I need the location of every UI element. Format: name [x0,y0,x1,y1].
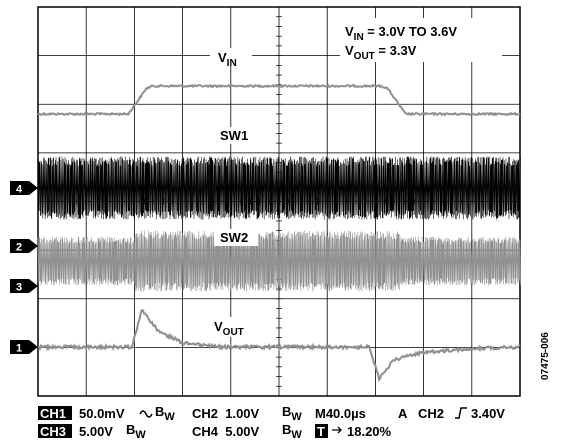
trace-path-sw1 [37,156,521,220]
readout-row1: CH1 50.0mV BW CH2 1.00V BW M40.0µs A CH2… [38,404,505,423]
ch4-bw-sub: W [291,429,302,441]
ch4-setting: CH4 5.00V [192,424,260,439]
channel-markers: 4 2 3 1 [10,181,38,355]
ch2-bw: B [282,404,291,419]
rising-edge-icon [455,407,467,419]
ch1-setting: 50.0mV [79,406,125,421]
trace-vin [37,83,521,117]
condition-annotation-line2: VOUT = 3.3V [345,43,417,62]
sw1-trace-label: SW1 [220,128,248,143]
trace-vout [37,308,521,382]
svg-text:BW: BW [155,404,175,423]
ch3-box [38,424,72,438]
sw2-label-bg [214,229,258,246]
trigger-mode: A [398,406,408,421]
trace-sw2 [37,230,521,292]
ac-coupling-icon [139,410,153,418]
svg-text:2: 2 [16,242,22,254]
scope-traces [37,48,521,382]
channel-marker-2: 2 [10,239,38,254]
trigger-level: 3.40V [471,406,505,421]
svg-text:BW: BW [282,422,302,441]
figure-id: 07475-006 [540,332,551,380]
channel-marker-3: 3 [10,279,38,294]
ch3-setting: 5.00V [79,424,113,439]
ch3-bw: B [126,422,135,437]
svg-text:3: 3 [16,282,22,294]
trigger-position: 18.20% [347,424,392,439]
ch3-bw-sub: W [135,429,146,441]
ch4-bw: B [282,422,291,437]
condition-annotation-bg [340,18,502,62]
arrow-right-icon [332,426,342,434]
readout-row2: CH3 5.00V BW CH4 5.00V BW T 18.20% [38,422,392,441]
sw2-trace-label: SW2 [220,230,248,245]
svg-text:BW: BW [282,404,302,423]
vout-label-bg [208,317,260,337]
trigger-source: CH2 [418,406,444,421]
timebase: M40.0µs [315,406,366,421]
ch1-box [38,406,72,420]
condition-annotation-line1: VIN = 3.0V TO 3.6V [345,24,457,43]
svg-text:4: 4 [16,184,23,196]
trace-path-sw2 [37,230,521,292]
trace-sw1 [37,156,521,220]
t-box [315,424,328,438]
ch2-bw-sub: W [291,411,302,423]
svg-text:1: 1 [16,343,22,355]
t-box-label: T [317,424,325,439]
svg-text:BW: BW [126,422,146,441]
sw1-label-bg [214,127,258,144]
ch1-bw-sub: W [164,411,175,423]
ch2-setting: CH2 1.00V [192,406,260,421]
channel-marker-1: 1 [10,340,38,355]
channel-marker-4: 4 [10,181,38,196]
ch1-box-label: CH1 [40,406,66,421]
vin-label-bg [210,48,252,66]
ch1-bw: B [155,404,164,419]
ch3-box-label: CH3 [40,424,66,439]
